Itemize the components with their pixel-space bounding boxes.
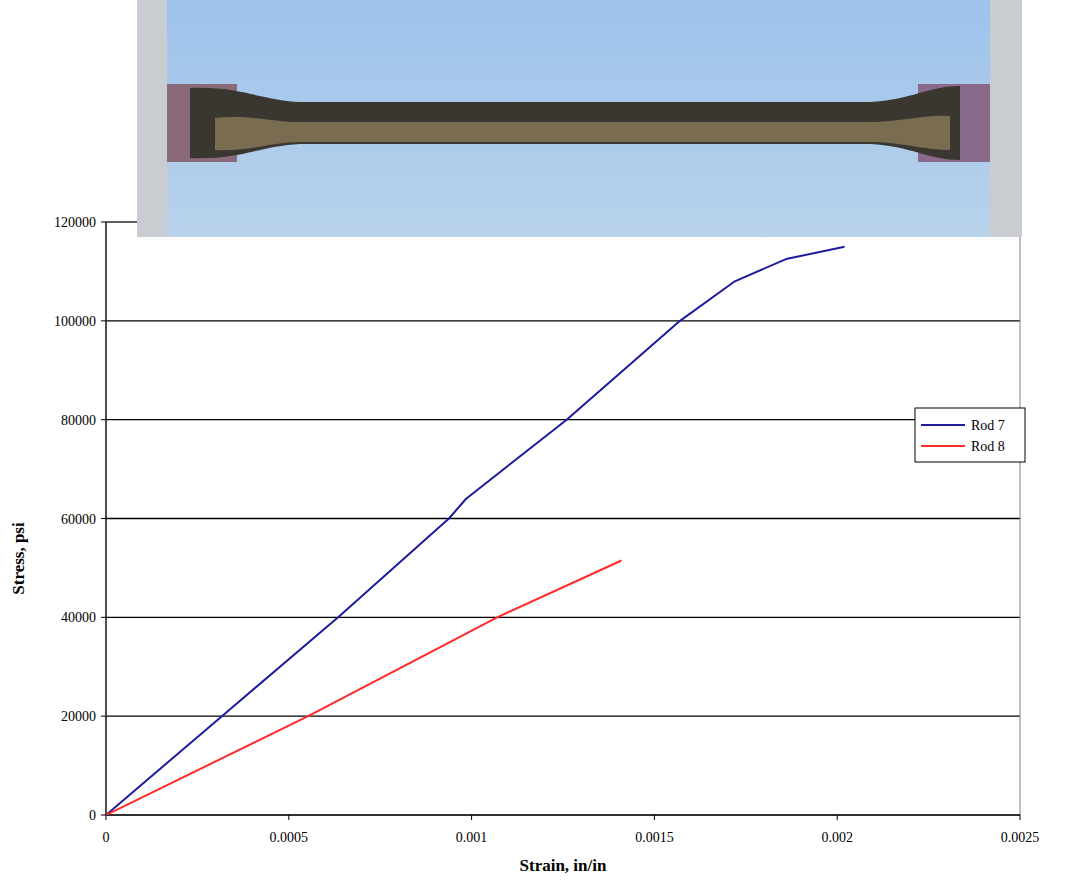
specimen-photo (137, 0, 1022, 237)
x-tick-label: 0.0005 (270, 830, 309, 845)
y-tick (101, 617, 106, 618)
y-tick-label: 80000 (61, 413, 96, 428)
chart-root: 0 20000 40000 60000 80000 100000 120000 0 0.0005… (0, 0, 1078, 891)
y-tick (101, 320, 106, 321)
legend-swatch (921, 424, 965, 426)
rod-texture (215, 116, 950, 151)
series-group (106, 247, 845, 815)
y-tick-label: 60000 (61, 512, 96, 527)
y-tick (101, 518, 106, 519)
plot-area (106, 222, 1020, 815)
y-tick-label: 20000 (61, 709, 96, 724)
legend-label: Rod 7 (971, 418, 1005, 433)
rod-body (190, 86, 960, 160)
legend-label: Rod 8 (971, 439, 1005, 454)
y-tick-label: 0 (89, 808, 96, 823)
chart: 0 20000 40000 60000 80000 100000 120000 0 0.0005… (0, 0, 1078, 891)
end-cap (137, 0, 167, 237)
grid-line (106, 617, 1020, 618)
plot-frame (106, 222, 1020, 815)
x-tick-label: 0.0025 (1001, 830, 1040, 845)
x-tick (1020, 815, 1021, 820)
y-tick (101, 815, 106, 816)
grid-line (106, 320, 1020, 321)
series-line (106, 561, 622, 816)
x-axis-title: Strain, in/in (520, 856, 607, 875)
photo-bg (137, 0, 1022, 237)
grid-line (106, 419, 1020, 420)
y-tick (101, 222, 106, 223)
x-tick (106, 815, 107, 820)
legend-swatch (921, 445, 965, 447)
x-tick-label: 0.002 (821, 830, 853, 845)
y-axis-title: Stress, psi (9, 522, 28, 595)
x-axis (106, 814, 1020, 815)
y-tick-label: 120000 (54, 215, 96, 230)
x-tick (654, 815, 655, 820)
x-tick-label: 0.001 (456, 830, 488, 845)
series-line (106, 247, 845, 815)
y-tick (101, 419, 106, 420)
y-tick-label: 40000 (61, 610, 96, 625)
x-tick (288, 815, 289, 820)
grid-line (106, 518, 1020, 519)
x-tick (837, 815, 838, 820)
legend: Rod 7 Rod 8 (915, 408, 1025, 462)
grid-line (106, 716, 1020, 717)
legend-box (915, 408, 1025, 462)
end-cap (990, 0, 1022, 237)
grid-line (106, 814, 1020, 815)
y-tick (101, 716, 106, 717)
x-tick-label: 0 (103, 830, 110, 845)
y-tick-label: 100000 (54, 314, 96, 329)
x-tick (471, 815, 472, 820)
x-tick-label: 0.0015 (635, 830, 674, 845)
